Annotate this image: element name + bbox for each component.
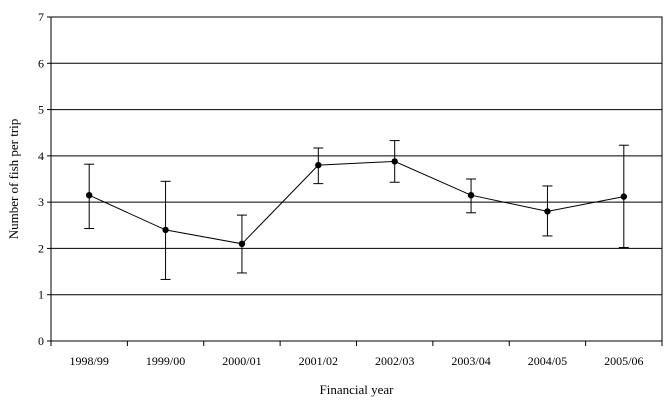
y-tick-label: 2 (38, 241, 44, 255)
x-axis-tick-labels: 1998/99 1999/00 2000/01 2001/02 2002/03 2003/… (70, 354, 644, 368)
x-axis-ticks (50, 341, 663, 346)
plot-area-frame (50, 16, 663, 342)
y-axis-tick-labels: 0 1 2 3 4 5 6 7 (38, 10, 44, 348)
x-tick-label: 1999/00 (146, 354, 185, 368)
x-tick-label: 1998/99 (70, 354, 109, 368)
y-tick-label: 0 (38, 334, 44, 348)
y-tick-label: 4 (38, 149, 44, 163)
data-point (162, 226, 169, 234)
data-point (620, 193, 628, 200)
y-tick-label: 7 (38, 10, 44, 24)
data-point (85, 192, 93, 199)
data-point (467, 192, 475, 199)
x-tick-label: 2000/01 (222, 354, 261, 368)
x-tick-label: 2002/03 (375, 354, 414, 368)
data-point (391, 158, 398, 165)
data-point (544, 208, 551, 215)
y-tick-label: 6 (38, 56, 44, 70)
y-tick-label: 3 (38, 195, 44, 209)
x-tick-label: 2001/02 (299, 354, 338, 368)
data-point (315, 161, 322, 169)
x-axis-title: Financial year (320, 382, 395, 397)
series-line (88, 160, 624, 245)
x-tick-label: 2005/06 (604, 354, 643, 368)
y-axis-title: Number of fish per trip (6, 119, 21, 240)
data-points (85, 158, 628, 247)
y-tick-label: 1 (38, 288, 44, 302)
y-tick-label: 5 (38, 103, 44, 117)
data-point (238, 240, 246, 247)
gridlines (47, 16, 662, 342)
x-tick-label: 2003/04 (451, 354, 490, 368)
x-tick-label: 2004/05 (528, 354, 567, 368)
